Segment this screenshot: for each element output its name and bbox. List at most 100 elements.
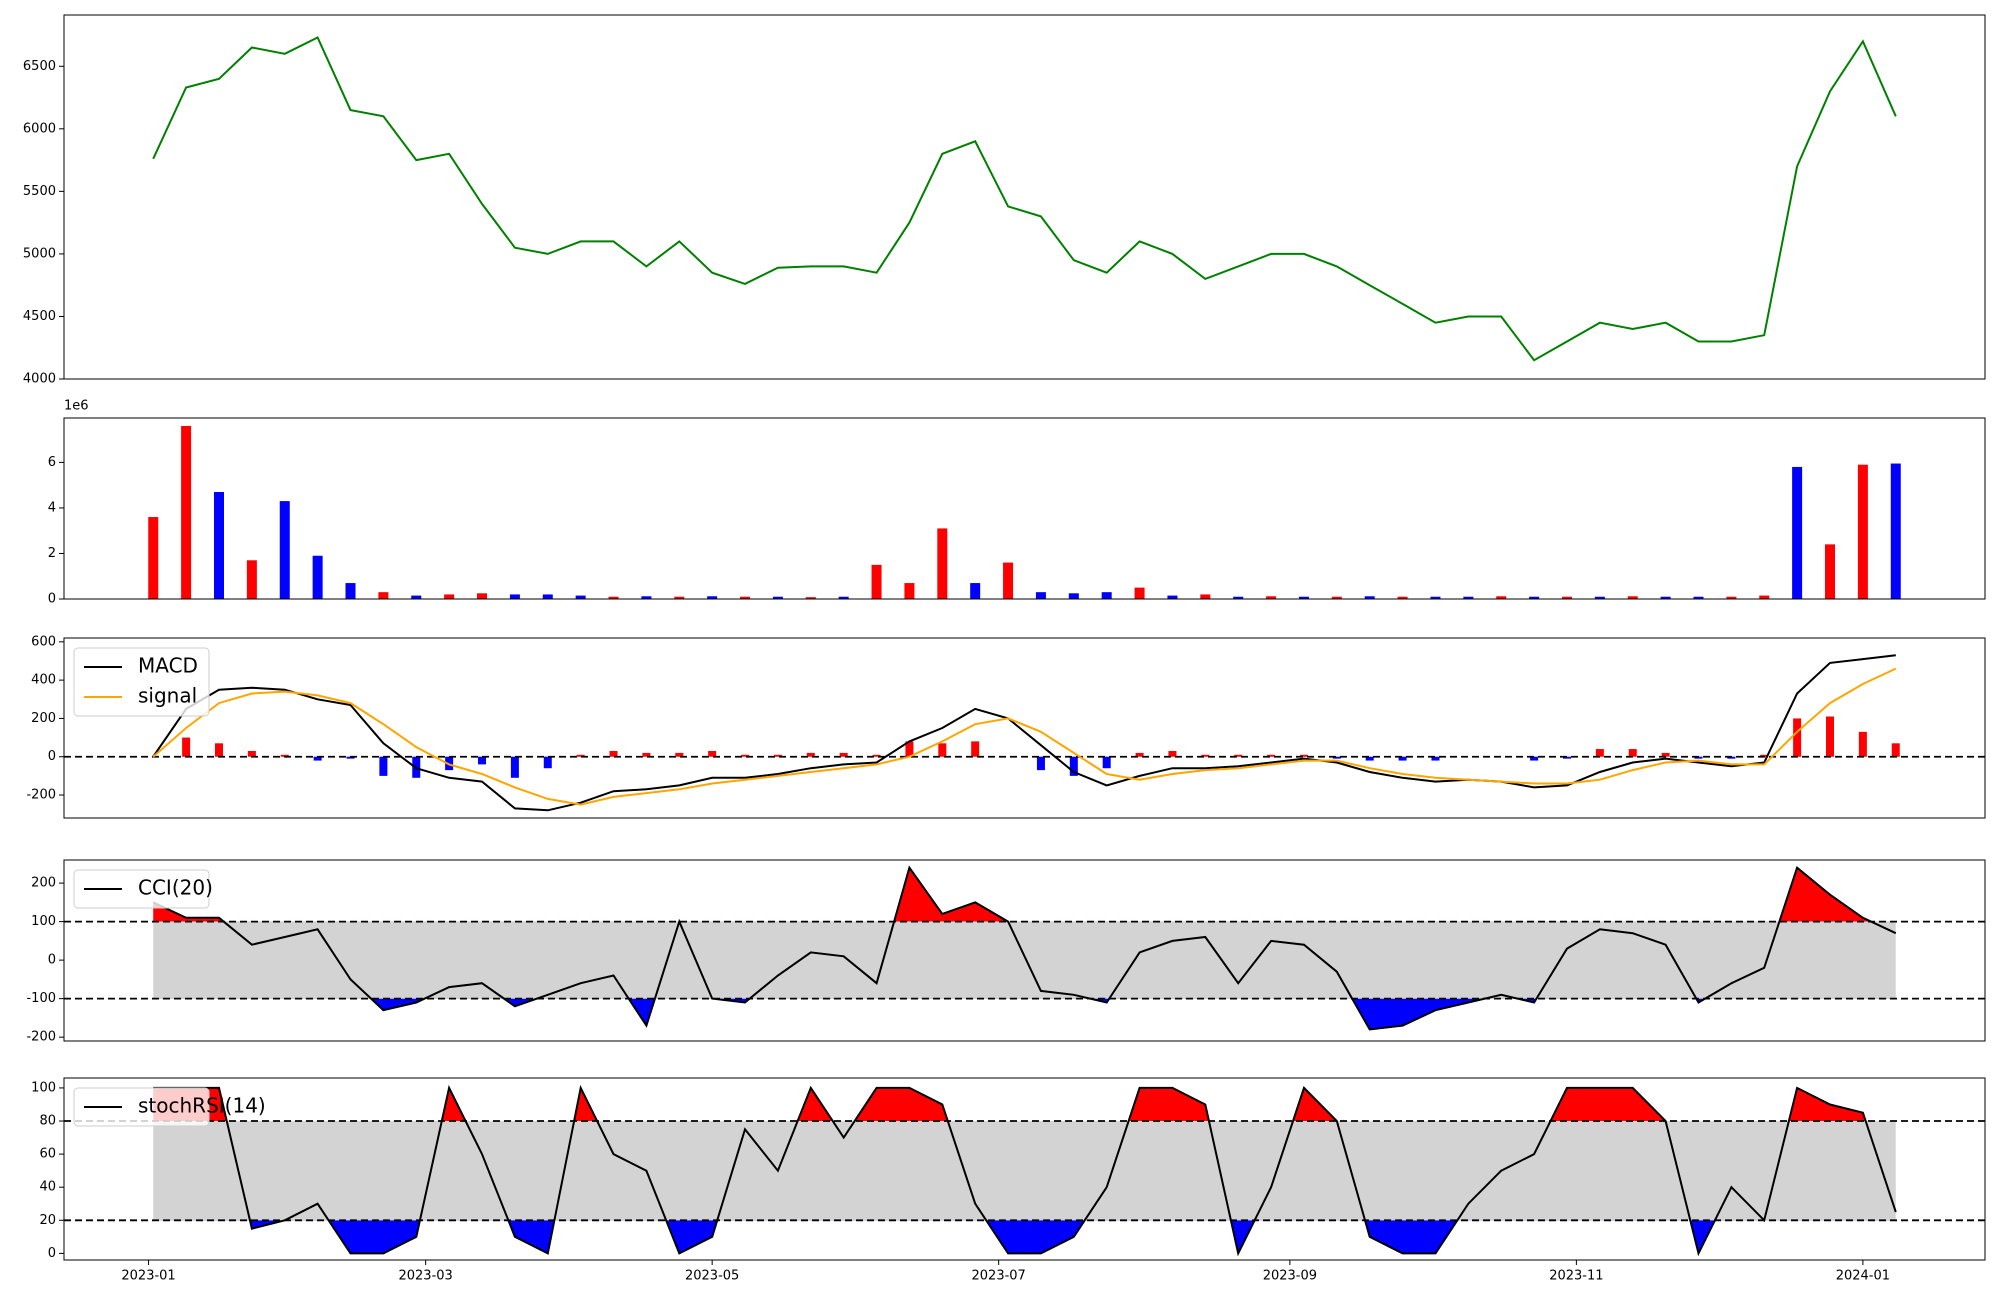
y-tick-label: 5500 [23,184,56,199]
volume-bar [509,594,520,599]
histogram-bar [806,752,815,757]
panel-frame [63,14,1986,380]
histogram-bar [872,754,881,757]
x-tick-label: 2023-11 [1549,1269,1603,1284]
x-tick-label: 2023-09 [1263,1269,1317,1284]
x-tick-label: 2023-05 [685,1269,739,1284]
legend-label: MACD [138,654,198,678]
histogram-bar [1858,731,1867,757]
y-tick-label: 0 [48,953,56,968]
legend-label: signal [138,684,197,708]
volume-bar [1660,596,1671,599]
panel-frame [63,1077,1986,1261]
histogram-bar [741,754,750,757]
volume-bar [213,491,224,599]
histogram-bar [1727,756,1736,759]
y-tick-label: 200 [31,876,56,891]
y-tick-label: 5000 [23,246,56,261]
volume-bar [1430,596,1441,599]
y-tick-label: 6500 [23,59,56,74]
histogram-bar [1299,754,1308,757]
y-tick-label: 6 [48,455,56,470]
histogram-bar [280,754,289,757]
volume-bar [1035,592,1046,599]
histogram-bar [609,750,618,757]
histogram-bar [576,754,585,757]
histogram-bar [478,756,487,765]
volume-bar [1496,596,1507,599]
volume-bar [1857,464,1868,599]
volume-bar [970,583,981,599]
y-tick-label: 40 [39,1180,56,1195]
volume-bar [1101,592,1112,599]
volume-bar [1890,463,1901,599]
volume-bar [575,595,586,599]
volume-bar [345,583,356,599]
volume-bar [838,596,849,599]
histogram-bar [971,741,980,757]
volume-bar [477,593,488,599]
volume-bar [772,596,783,599]
histogram-bar [1431,756,1440,761]
histogram-bar [313,756,322,761]
y-tick-label: -200 [26,1030,56,1045]
histogram-bar [1595,749,1604,757]
panel: 0 2 4 6 1e6 [48,399,1986,607]
volume-bar [1266,596,1277,599]
volume-bar [1397,596,1408,599]
volume-bar [1167,595,1178,599]
volume-bar [279,501,290,599]
histogram-bar [510,756,519,778]
histogram-bar [346,756,355,759]
histogram-bar [675,752,684,757]
indicator-line [152,654,1896,812]
volume-bar [312,555,323,599]
neutral-band [153,921,1896,999]
histogram-bar [1168,750,1177,757]
volume-bar [1529,596,1540,599]
volume-bar [148,517,159,599]
overbought-fill [153,1087,1866,1122]
x-tick-label: 2024-01 [1836,1269,1890,1284]
y-tick-label: 0 [48,592,56,607]
histogram-bar [247,750,256,757]
histogram-bar [1201,754,1210,757]
histogram-bar [1365,756,1374,761]
panel: -200 -100 0 100 200 CCI(20) [26,859,1986,1045]
histogram-bar [214,743,223,757]
volume-bar [805,597,816,599]
volume-bar [246,560,257,599]
histogram-bar [1069,756,1078,776]
panel: 0 20 40 60 80 100 stochRSI(14) 2023-01 2023-03 20… [31,1077,1986,1284]
volume-bar [444,594,455,599]
volume-bar [1331,596,1342,599]
panel-frame [63,637,1986,819]
volume-bar [1003,562,1014,599]
histogram-bar [773,754,782,757]
histogram-bar [938,743,947,757]
indicator-line [152,667,1897,806]
volume-bar [1726,596,1737,599]
volume-bar [1792,466,1803,599]
volume-bar [904,583,915,599]
y-tick-label: -200 [26,788,56,803]
histogram-bar [1793,718,1802,757]
volume-bar [1200,594,1211,599]
x-tick-label: 2023-01 [121,1269,175,1284]
legend-label: CCI(20) [138,876,213,900]
legend-box [73,647,210,717]
histogram-bar [1628,749,1637,757]
indicator-line [153,1084,1897,1257]
histogram-bar [642,752,651,757]
volume-bar [740,596,751,599]
histogram-bar [543,756,552,769]
histogram-bar [1398,756,1407,761]
y-tick-label: -100 [26,991,56,1006]
y-tick-label: 4000 [23,372,56,387]
y-tick-label: 80 [39,1114,56,1129]
histogram-bar [1694,756,1703,759]
y-tick-label: 400 [31,673,56,688]
histogram-bar [1267,754,1276,757]
volume-bar [608,596,619,599]
